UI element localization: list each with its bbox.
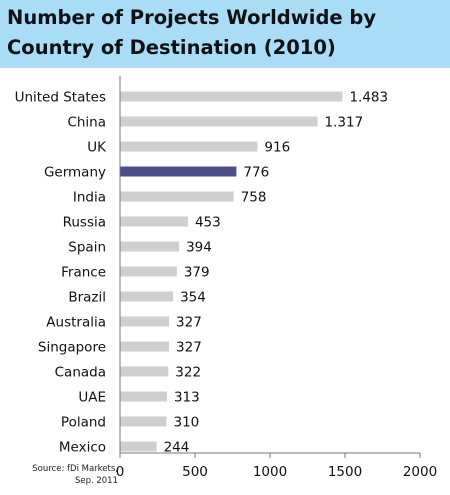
bar-singapore [120,341,170,352]
category-label-germany: Germany [44,165,106,181]
data-label-india: 758 [241,190,267,206]
source-line-2: Sep. 2011 [74,476,118,486]
x-tick-label-500: 500 [182,464,208,480]
bar-india [120,191,234,202]
category-label-singapore: Singapore [38,340,106,356]
chart-title-line-2: Country of Destination (2010) [7,36,336,59]
data-label-poland: 310 [174,415,200,431]
title-banner: Number of Projects Worldwide by Country … [0,0,450,68]
bar-poland [120,416,167,427]
data-label-germany: 776 [243,165,269,181]
category-label-spain: Spain [68,240,106,256]
category-label-mexico: Mexico [59,440,106,456]
category-label-uae: UAE [78,390,106,406]
data-label-brazil: 354 [180,290,206,306]
category-label-france: France [61,265,106,281]
x-tick-label-0: 0 [116,464,125,480]
bar-australia [120,316,170,327]
data-label-mexico: 244 [164,440,190,456]
x-tick-label-2000: 2000 [403,464,437,480]
data-label-russia: 453 [195,215,221,231]
category-label-australia: Australia [46,315,106,331]
data-label-uae: 313 [174,390,200,406]
x-tick-label-1000: 1000 [253,464,287,480]
category-label-brazil: Brazil [68,290,106,306]
data-label-united-states: 1.483 [349,90,388,106]
category-label-united-states: United States [15,90,106,106]
bar-brazil [120,291,174,302]
category-label-poland: Poland [61,415,106,431]
source-line-1: Source: fDi Markets, [32,464,118,474]
data-label-canada: 322 [175,365,201,381]
bar-mexico [120,441,157,452]
bar-spain [120,241,180,252]
bar-chart: United States 1.483 China 1.317 UK 916 Germany… [15,76,437,480]
data-label-australia: 327 [176,315,202,331]
category-label-canada: Canada [55,365,106,381]
chart-area: United States 1.483 China 1.317 UK 916 Germany… [0,68,450,495]
bar-uae [120,391,167,402]
x-tick-label-1500: 1500 [328,464,362,480]
category-label-china: China [67,115,106,131]
data-label-china: 1.317 [325,115,364,131]
data-label-uk: 916 [264,140,290,156]
category-label-russia: Russia [63,215,106,231]
source-note: Source: fDi Markets, Sep. 2011 [18,463,118,487]
category-label-uk: UK [87,140,107,156]
bar-united-states [120,91,343,102]
bar-canada [120,366,169,377]
bar-china [120,116,318,127]
data-label-spain: 394 [186,240,212,256]
bar-france [120,266,177,277]
data-label-singapore: 327 [176,340,202,356]
bar-russia [120,216,188,227]
bar-uk [120,141,258,152]
chart-title: Number of Projects Worldwide by Country … [7,3,443,63]
category-label-india: India [73,190,106,206]
data-label-france: 379 [184,265,210,281]
bar-germany [120,166,237,177]
chart-title-line-1: Number of Projects Worldwide by [7,6,377,29]
